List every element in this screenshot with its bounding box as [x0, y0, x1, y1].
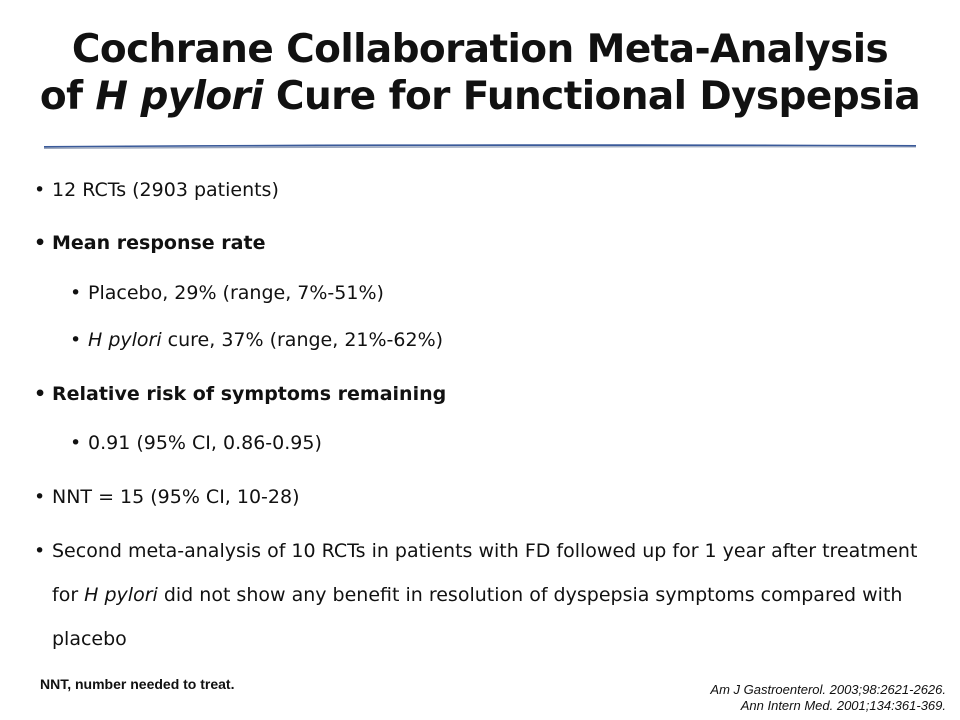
title-italic-h-pylori: H pylori — [95, 74, 263, 119]
bullet-rcts: • 12 RCTs (2903 patients) — [34, 179, 279, 201]
second-meta-line-2: for H pylori did not show any benefit in… — [52, 573, 917, 617]
bullet-mean-response-text: Mean response rate — [52, 232, 266, 254]
subbullet-h-pylori-rest: cure, 37% (range, 21%-62%) — [161, 329, 444, 351]
bullet-nnt-text: NNT = 15 (95% CI, 10-28) — [52, 486, 300, 508]
footnote-nnt: NNT, number needed to treat. — [40, 676, 235, 692]
subbullet-placebo-text: Placebo, 29% (range, 7%-51%) — [88, 282, 384, 304]
slide-title: Cochrane Collaboration Meta-Analysis of … — [0, 26, 960, 120]
title-line-2-post: Cure for Functional Dyspepsia — [262, 74, 921, 119]
bullet-relative-risk: • Relative risk of symptoms remaining — [34, 383, 447, 405]
subbullet-rr-value: • 0.91 (95% CI, 0.86-0.95) — [70, 432, 322, 454]
subbullet-placebo: • Placebo, 29% (range, 7%-51%) — [70, 282, 384, 304]
second-meta-h-pylori-italic: H pylori — [84, 584, 158, 606]
subbullet-rr-value-text: 0.91 (95% CI, 0.86-0.95) — [88, 432, 322, 454]
title-line-2: of H pylori Cure for Functional Dyspepsi… — [0, 73, 960, 120]
reference-1: Am J Gastroenterol. 2003;98:2621-2626. — [710, 682, 946, 697]
reference-2: Ann Intern Med. 2001;134:361-369. — [740, 698, 946, 713]
second-meta-line-2-post: did not show any benefit in resolution o… — [157, 584, 903, 606]
bullet-mean-response: • Mean response rate — [34, 232, 266, 254]
title-underline — [44, 144, 916, 149]
references: Am J Gastroenterol. 2003;98:2621-2626. A… — [710, 682, 946, 714]
bullet-nnt: • NNT = 15 (95% CI, 10-28) — [34, 486, 300, 508]
second-meta-line-1: Second meta-analysis of 10 RCTs in patie… — [52, 540, 918, 562]
bullet-second-meta-analysis: • Second meta-analysis of 10 RCTs in pat… — [34, 529, 918, 661]
bullet-rcts-text: 12 RCTs (2903 patients) — [52, 179, 279, 201]
second-meta-line-2-pre: for — [52, 584, 85, 606]
subbullet-h-pylori-cure: • H pylori cure, 37% (range, 21%-62%) — [70, 329, 444, 351]
subbullet-h-pylori-italic: H pylori — [88, 329, 162, 351]
title-line-2-pre: of — [39, 74, 96, 119]
title-line-1: Cochrane Collaboration Meta-Analysis — [71, 27, 889, 72]
second-meta-line-3: placebo — [52, 628, 127, 650]
bullet-relative-risk-text: Relative risk of symptoms remaining — [52, 383, 447, 405]
